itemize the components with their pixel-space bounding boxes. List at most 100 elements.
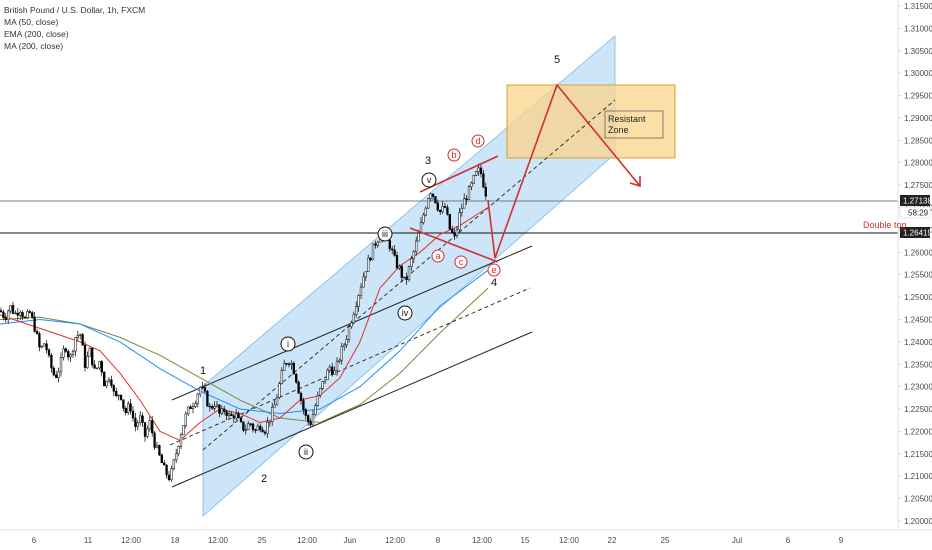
candle-body: [155, 445, 159, 448]
candle-body: [93, 364, 96, 369]
subwave-i: i: [280, 336, 296, 352]
candle-body: [451, 228, 454, 233]
x-tick-label: 18: [171, 536, 180, 545]
candle-body: [446, 207, 449, 215]
candle-body: [309, 421, 312, 426]
candle-body: [287, 363, 291, 365]
x-tick-label: 9: [839, 536, 844, 545]
price-tag-double-top: 1.26419: [900, 227, 932, 238]
candle-body: [201, 386, 204, 389]
candle-body: [477, 167, 480, 172]
y-tick-label: 1.20000: [904, 517, 932, 526]
candle-body: [103, 371, 106, 387]
candle-body: [242, 421, 245, 431]
candle-body: [136, 422, 139, 427]
candle-body: [107, 379, 111, 382]
candle-body: [95, 367, 99, 369]
candle-body: [55, 374, 58, 378]
subwave-ii: ii: [298, 444, 314, 460]
triangle-b: b: [447, 148, 461, 162]
candle-body: [21, 312, 24, 318]
candle-body: [45, 343, 48, 351]
x-tick-label: Jul: [732, 536, 742, 545]
candle-body: [131, 410, 135, 419]
candle-body: [357, 295, 360, 307]
candle-body: [328, 366, 331, 371]
candle-body: [177, 446, 180, 454]
candle-body: [254, 429, 257, 431]
candle-body: [124, 408, 127, 413]
candle-body: [218, 404, 221, 414]
candle-body: [14, 312, 17, 315]
y-tick-label: 1.24000: [904, 338, 932, 347]
candle-body: [467, 186, 471, 200]
candle-body: [472, 175, 475, 184]
candle-body: [19, 312, 22, 316]
candle-body: [129, 403, 132, 412]
y-tick-label: 1.21000: [904, 472, 932, 481]
candle-body: [59, 357, 63, 373]
x-tick-label: 25: [258, 536, 267, 545]
resistant-zone-box: [506, 84, 676, 159]
candle-body: [376, 241, 379, 246]
candle-body: [31, 312, 34, 318]
x-tick-label: 12:00: [208, 536, 229, 545]
candle-body: [273, 404, 276, 408]
y-tick-label: 1.31500: [904, 2, 932, 11]
triangle-e: e: [487, 263, 501, 277]
candle-body: [388, 240, 391, 250]
candle-body: [148, 420, 151, 430]
candle-body: [127, 403, 130, 413]
candle-body: [470, 182, 473, 187]
candle-body: [35, 331, 39, 334]
candle-body: [347, 326, 351, 340]
candle-body: [340, 346, 343, 361]
candle-body: [167, 474, 171, 480]
chart-legend: British Pound / U.S. Dollar, 1h, FXCM MA…: [4, 4, 145, 52]
candle-body: [74, 337, 77, 352]
y-tick-label: 1.20500: [904, 495, 932, 504]
candle-body: [175, 453, 178, 461]
candle-body: [271, 406, 274, 422]
candle-body: [283, 363, 286, 371]
candle-body: [230, 413, 233, 416]
candle-body: [235, 413, 238, 419]
legend-ema200: EMA (200, close): [4, 29, 69, 39]
candle-body: [215, 404, 219, 407]
candle-body: [67, 351, 70, 358]
candle-body: [211, 406, 214, 409]
candle-body: [434, 196, 437, 204]
candle-body: [441, 206, 444, 212]
candle-body: [179, 434, 183, 447]
y-tick-label: 1.25500: [904, 271, 932, 280]
subwave-iv: iv: [397, 305, 413, 321]
resistant-zone-label-line2: Zone: [608, 125, 629, 135]
candle-body: [458, 212, 461, 230]
x-tick-label: Jun: [344, 536, 357, 545]
candle-body: [122, 399, 125, 409]
svg-text:iii: iii: [382, 229, 388, 239]
candle-body: [268, 421, 271, 423]
svg-text:ii: ii: [304, 447, 308, 457]
candle-body: [79, 334, 82, 336]
ma50-line: [0, 207, 489, 441]
candle-body: [261, 429, 264, 433]
candle-body: [479, 167, 483, 175]
candle-body: [345, 339, 348, 346]
candle-body: [415, 240, 418, 252]
candle-body: [427, 198, 430, 209]
candle-body: [436, 202, 439, 211]
candle-body: [100, 361, 103, 373]
legend-symbol: British Pound / U.S. Dollar, 1h, FXCM: [4, 5, 146, 15]
svg-text:e: e: [491, 265, 496, 275]
candle-body: [285, 363, 288, 365]
candle-body: [335, 361, 339, 371]
candle-body: [247, 423, 250, 430]
wave-label-4: 4: [491, 277, 497, 289]
price-tag-countdown: 58:29: [908, 209, 929, 218]
candle-body: [91, 347, 94, 366]
candle-body: [319, 388, 322, 396]
candle-body: [475, 171, 478, 176]
x-tick-label: 12:00: [559, 536, 580, 545]
